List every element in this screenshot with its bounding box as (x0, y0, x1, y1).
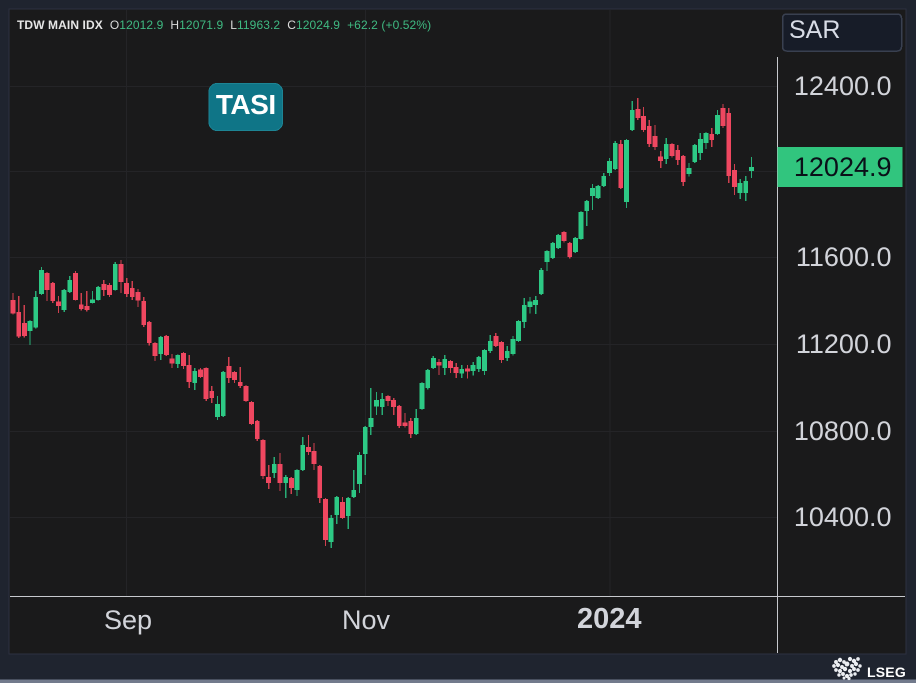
svg-text:LSEG: LSEG (867, 664, 906, 680)
